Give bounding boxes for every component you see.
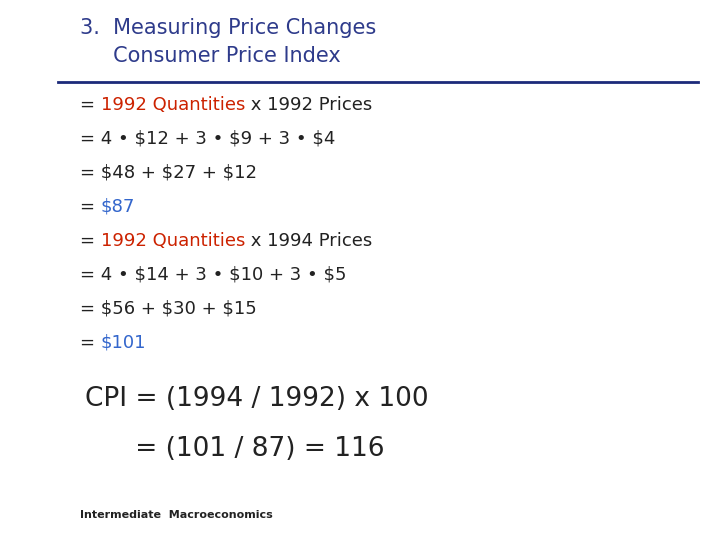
Text: $87: $87 xyxy=(101,198,135,216)
Text: Consumer Price Index: Consumer Price Index xyxy=(80,46,341,66)
Text: = (101 / 87) = 116: = (101 / 87) = 116 xyxy=(85,436,384,462)
Text: 3.  Measuring Price Changes: 3. Measuring Price Changes xyxy=(80,18,377,38)
Text: x 1994 Prices: x 1994 Prices xyxy=(245,232,372,250)
Text: =: = xyxy=(80,96,101,114)
Text: x 1992 Prices: x 1992 Prices xyxy=(245,96,372,114)
Text: = 4 • $14 + 3 • $10 + 3 • $5: = 4 • $14 + 3 • $10 + 3 • $5 xyxy=(80,266,346,284)
Text: 1992 Quantities: 1992 Quantities xyxy=(101,232,245,250)
Text: = 4 • $12 + 3 • $9 + 3 • $4: = 4 • $12 + 3 • $9 + 3 • $4 xyxy=(80,130,336,148)
Text: Intermediate  Macroeconomics: Intermediate Macroeconomics xyxy=(80,510,273,520)
Text: = $48 + $27 + $12: = $48 + $27 + $12 xyxy=(80,164,257,182)
Text: =: = xyxy=(80,334,101,352)
Text: =: = xyxy=(80,232,101,250)
Text: =: = xyxy=(80,198,101,216)
Text: $101: $101 xyxy=(101,334,146,352)
Text: = $56 + $30 + $15: = $56 + $30 + $15 xyxy=(80,300,257,318)
Text: 1992 Quantities: 1992 Quantities xyxy=(101,96,245,114)
Text: CPI = (1994 / 1992) x 100: CPI = (1994 / 1992) x 100 xyxy=(85,386,428,412)
